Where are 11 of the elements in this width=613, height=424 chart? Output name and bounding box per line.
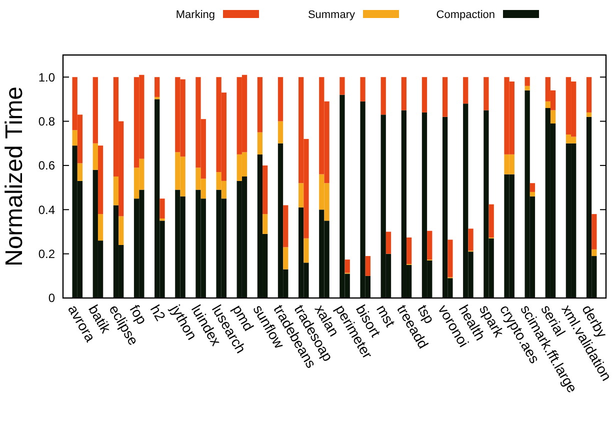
x-tick-label: h2	[147, 302, 170, 324]
legend-label: Compaction	[436, 8, 495, 21]
y-tick-label: 0.6	[38, 158, 56, 173]
y-tick-label: 0.4	[38, 202, 56, 217]
y-tick-label: 0	[48, 291, 56, 306]
y-tick-label: 0.2	[38, 247, 56, 262]
legend-label: Marking	[176, 8, 215, 21]
legend-label: Summary	[308, 8, 356, 21]
y-tick-label: 1.0	[38, 70, 56, 84]
y-axis-title: Normalized Time	[1, 86, 28, 267]
y-tick-label: 0.8	[38, 114, 56, 128]
